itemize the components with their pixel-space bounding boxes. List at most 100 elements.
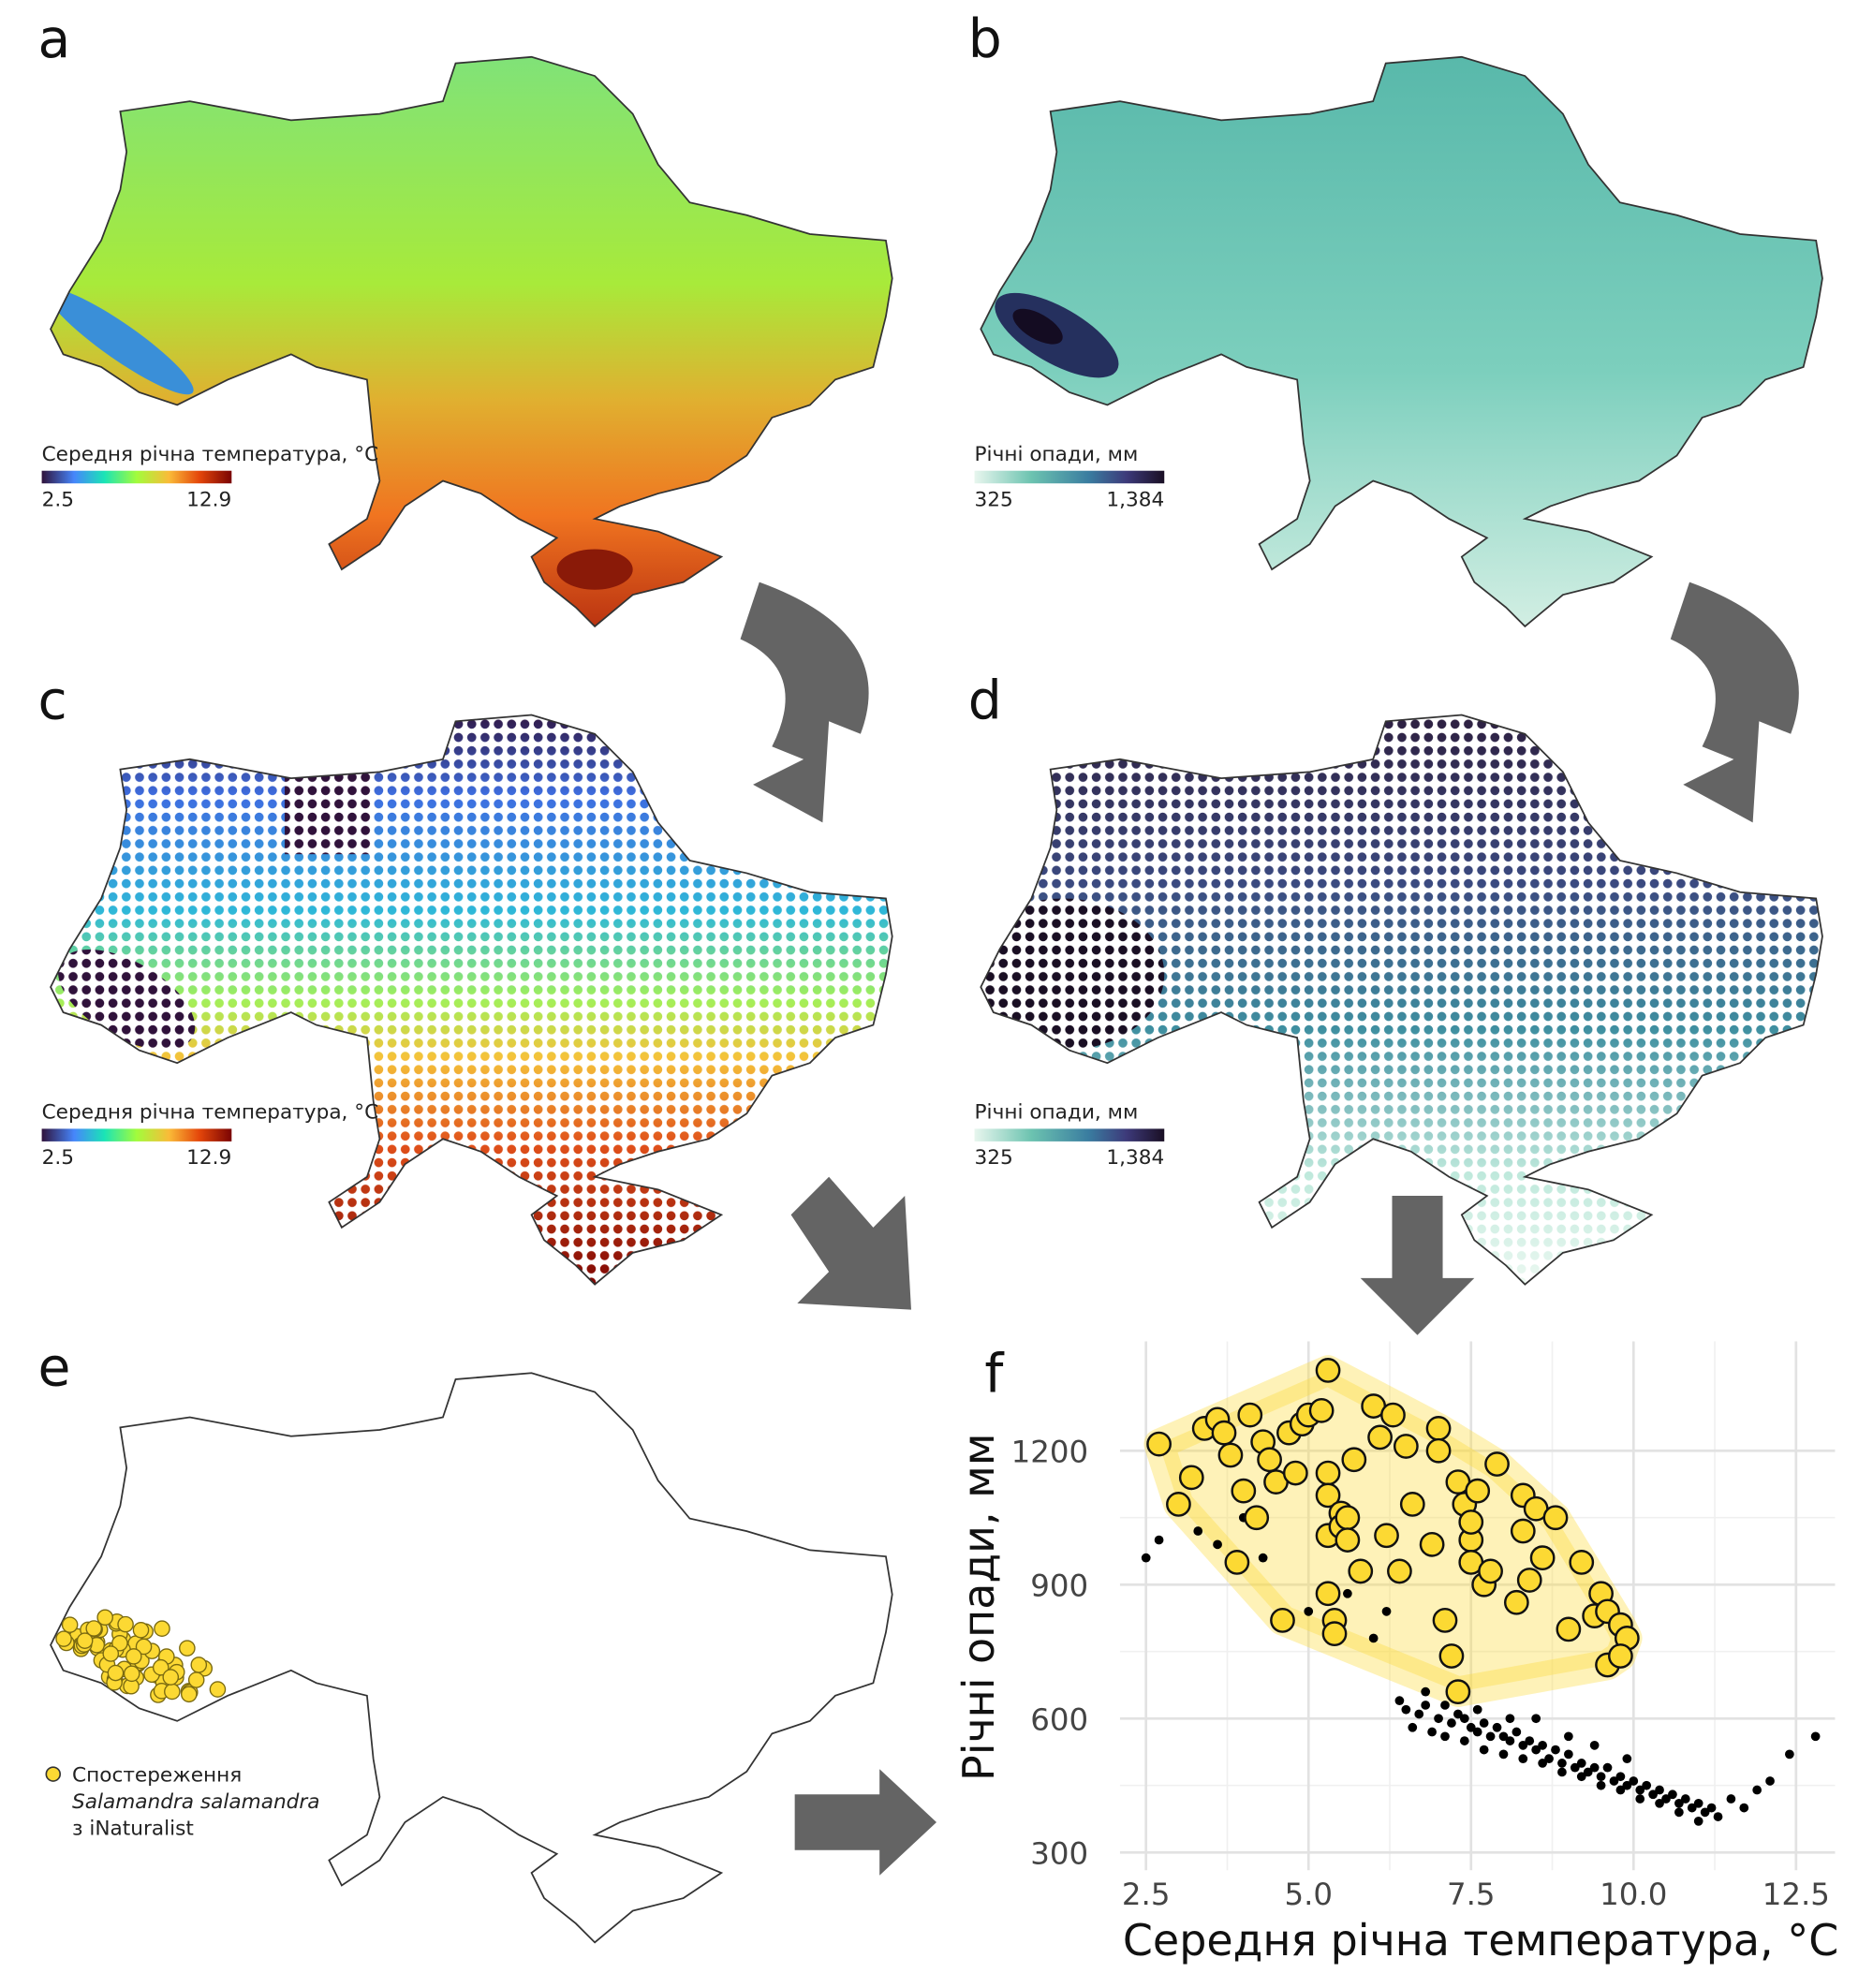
legend-title: Річні опади, мм [975, 1101, 1139, 1125]
observation-point [1335, 1527, 1361, 1553]
legend: Річні опади, мм 325 1,384 [974, 1101, 1165, 1170]
observation-point [1166, 1492, 1191, 1517]
observation-dot [132, 1622, 150, 1639]
observation-point [1503, 1589, 1529, 1615]
legend-min: 325 [975, 1146, 1013, 1170]
background-point [1408, 1722, 1418, 1732]
background-point [1589, 1740, 1600, 1750]
background-point [1564, 1749, 1573, 1760]
observation-point [1315, 1358, 1341, 1383]
background-point [1421, 1686, 1431, 1697]
legend-min: 2.5 [42, 489, 74, 512]
background-point [1421, 1701, 1431, 1710]
background-point [1576, 1772, 1586, 1782]
observation-point [1529, 1545, 1556, 1571]
observation-point [1569, 1550, 1595, 1575]
observation-dot [179, 1640, 196, 1657]
background-point [1485, 1731, 1496, 1742]
observation-point [1231, 1478, 1257, 1504]
observation-dot [76, 1632, 94, 1649]
y-tick-label: 1200 [1011, 1434, 1089, 1469]
observation-dot [125, 1648, 142, 1665]
observation-dot [123, 1665, 140, 1683]
background-point [1466, 1722, 1476, 1732]
panel-label: f [984, 1344, 1005, 1406]
background-point [1531, 1745, 1541, 1755]
background-point [1635, 1794, 1645, 1804]
observation-point [1146, 1431, 1172, 1457]
precipitation-raster [981, 56, 1822, 626]
observation-dot [85, 1620, 103, 1637]
background-point [1459, 1736, 1469, 1745]
observation-point [1244, 1505, 1270, 1531]
background-point [1752, 1785, 1762, 1795]
panel-label: c [38, 670, 67, 732]
background-point [1615, 1772, 1626, 1782]
arrow [740, 582, 869, 823]
background-point [1713, 1812, 1723, 1821]
background-point [1661, 1794, 1671, 1804]
background-point [1479, 1745, 1489, 1755]
arrow [794, 1769, 936, 1876]
background-point [1589, 1762, 1600, 1773]
background-point [1810, 1731, 1821, 1742]
observation-point [1178, 1465, 1204, 1491]
background-point [1518, 1740, 1528, 1750]
observation-point [1257, 1447, 1282, 1473]
background-point [1453, 1709, 1463, 1719]
background-point [1472, 1704, 1482, 1715]
background-point [1498, 1731, 1509, 1742]
observation-point [1387, 1558, 1412, 1584]
observation-point [1556, 1616, 1582, 1642]
background-point [1343, 1588, 1352, 1598]
observation-dot [135, 1638, 153, 1656]
x-tick-label: 2.5 [1122, 1877, 1171, 1912]
observation-point [1217, 1442, 1244, 1468]
background-point [1154, 1535, 1164, 1545]
panel-label: a [38, 8, 71, 70]
legend-max: 1,384 [1106, 489, 1164, 512]
background-point [1564, 1731, 1573, 1742]
background-point [1785, 1749, 1794, 1760]
background-point [1642, 1780, 1652, 1790]
observation-point [1478, 1558, 1503, 1584]
background-point [1525, 1736, 1535, 1745]
observation-point [1308, 1397, 1335, 1423]
background-point [1401, 1704, 1411, 1715]
observation-dot [96, 1609, 113, 1627]
y-tick-label: 300 [1030, 1835, 1088, 1871]
observation-dot [55, 1630, 72, 1647]
background-point [1622, 1754, 1632, 1764]
background-point [1576, 1759, 1586, 1768]
legend-max: 12.9 [186, 489, 231, 512]
background-point [1674, 1807, 1684, 1818]
background-point [1602, 1762, 1613, 1773]
observation-dot [181, 1686, 198, 1703]
background-point [1427, 1727, 1437, 1737]
background-point [1648, 1789, 1658, 1800]
observation-point [1380, 1402, 1406, 1428]
arrows [740, 582, 1799, 1876]
background-point [1440, 1701, 1450, 1710]
observation-dot [107, 1664, 125, 1682]
background-point [1304, 1606, 1314, 1616]
observation-point [1425, 1416, 1452, 1441]
scatter-chart: Середня річна температура, °C Річні опад… [953, 1341, 1838, 1966]
x-axis-title: Середня річна температура, °C [1123, 1915, 1838, 1966]
legend-text: Salamandra salamandra [72, 1790, 319, 1814]
observation-point [1211, 1420, 1237, 1446]
background-point [1531, 1714, 1541, 1724]
colorbar [41, 1128, 232, 1141]
legend: Середня річна температура, °C 2.5 12.9 [41, 1101, 378, 1170]
background-point [1570, 1762, 1580, 1773]
background-point [1765, 1776, 1775, 1786]
background-point [1700, 1807, 1710, 1818]
background-point [1726, 1794, 1736, 1804]
legend-title: Середня річна температура, °C [42, 443, 379, 466]
colorbar [974, 1128, 1165, 1141]
observation-dot [102, 1645, 120, 1662]
legend: Спостереження Salamandra salamandra з iN… [45, 1764, 320, 1840]
observation-point [1393, 1434, 1419, 1459]
